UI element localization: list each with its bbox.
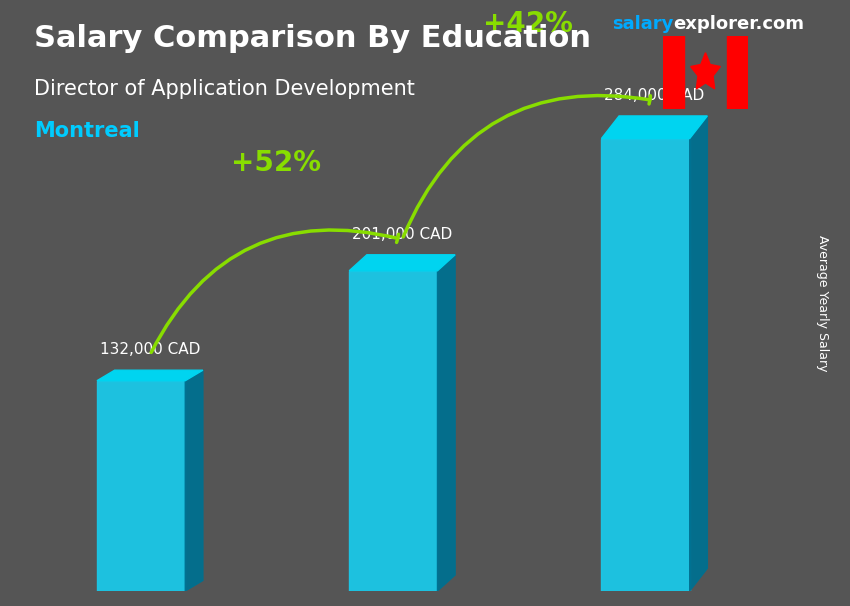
Text: Director of Application Development: Director of Application Development xyxy=(34,79,415,99)
Polygon shape xyxy=(691,53,720,89)
Polygon shape xyxy=(438,255,455,591)
Polygon shape xyxy=(602,116,707,139)
Polygon shape xyxy=(349,255,455,271)
Text: +52%: +52% xyxy=(231,149,321,177)
Text: 201,000 CAD: 201,000 CAD xyxy=(352,227,452,242)
Bar xyxy=(663,36,684,109)
Polygon shape xyxy=(602,139,689,591)
Text: 284,000 CAD: 284,000 CAD xyxy=(604,88,705,103)
Polygon shape xyxy=(185,370,203,591)
Text: Salary Comparison By Education: Salary Comparison By Education xyxy=(34,24,591,53)
Text: Average Yearly Salary: Average Yearly Salary xyxy=(816,235,829,371)
Text: +42%: +42% xyxy=(484,10,573,38)
Polygon shape xyxy=(97,381,185,591)
Polygon shape xyxy=(97,370,203,381)
Polygon shape xyxy=(349,271,438,591)
Text: explorer.com: explorer.com xyxy=(673,15,804,33)
Bar xyxy=(727,36,748,109)
Text: Montreal: Montreal xyxy=(34,121,139,141)
Polygon shape xyxy=(689,116,707,591)
Text: 132,000 CAD: 132,000 CAD xyxy=(99,342,200,358)
Text: salary: salary xyxy=(612,15,673,33)
